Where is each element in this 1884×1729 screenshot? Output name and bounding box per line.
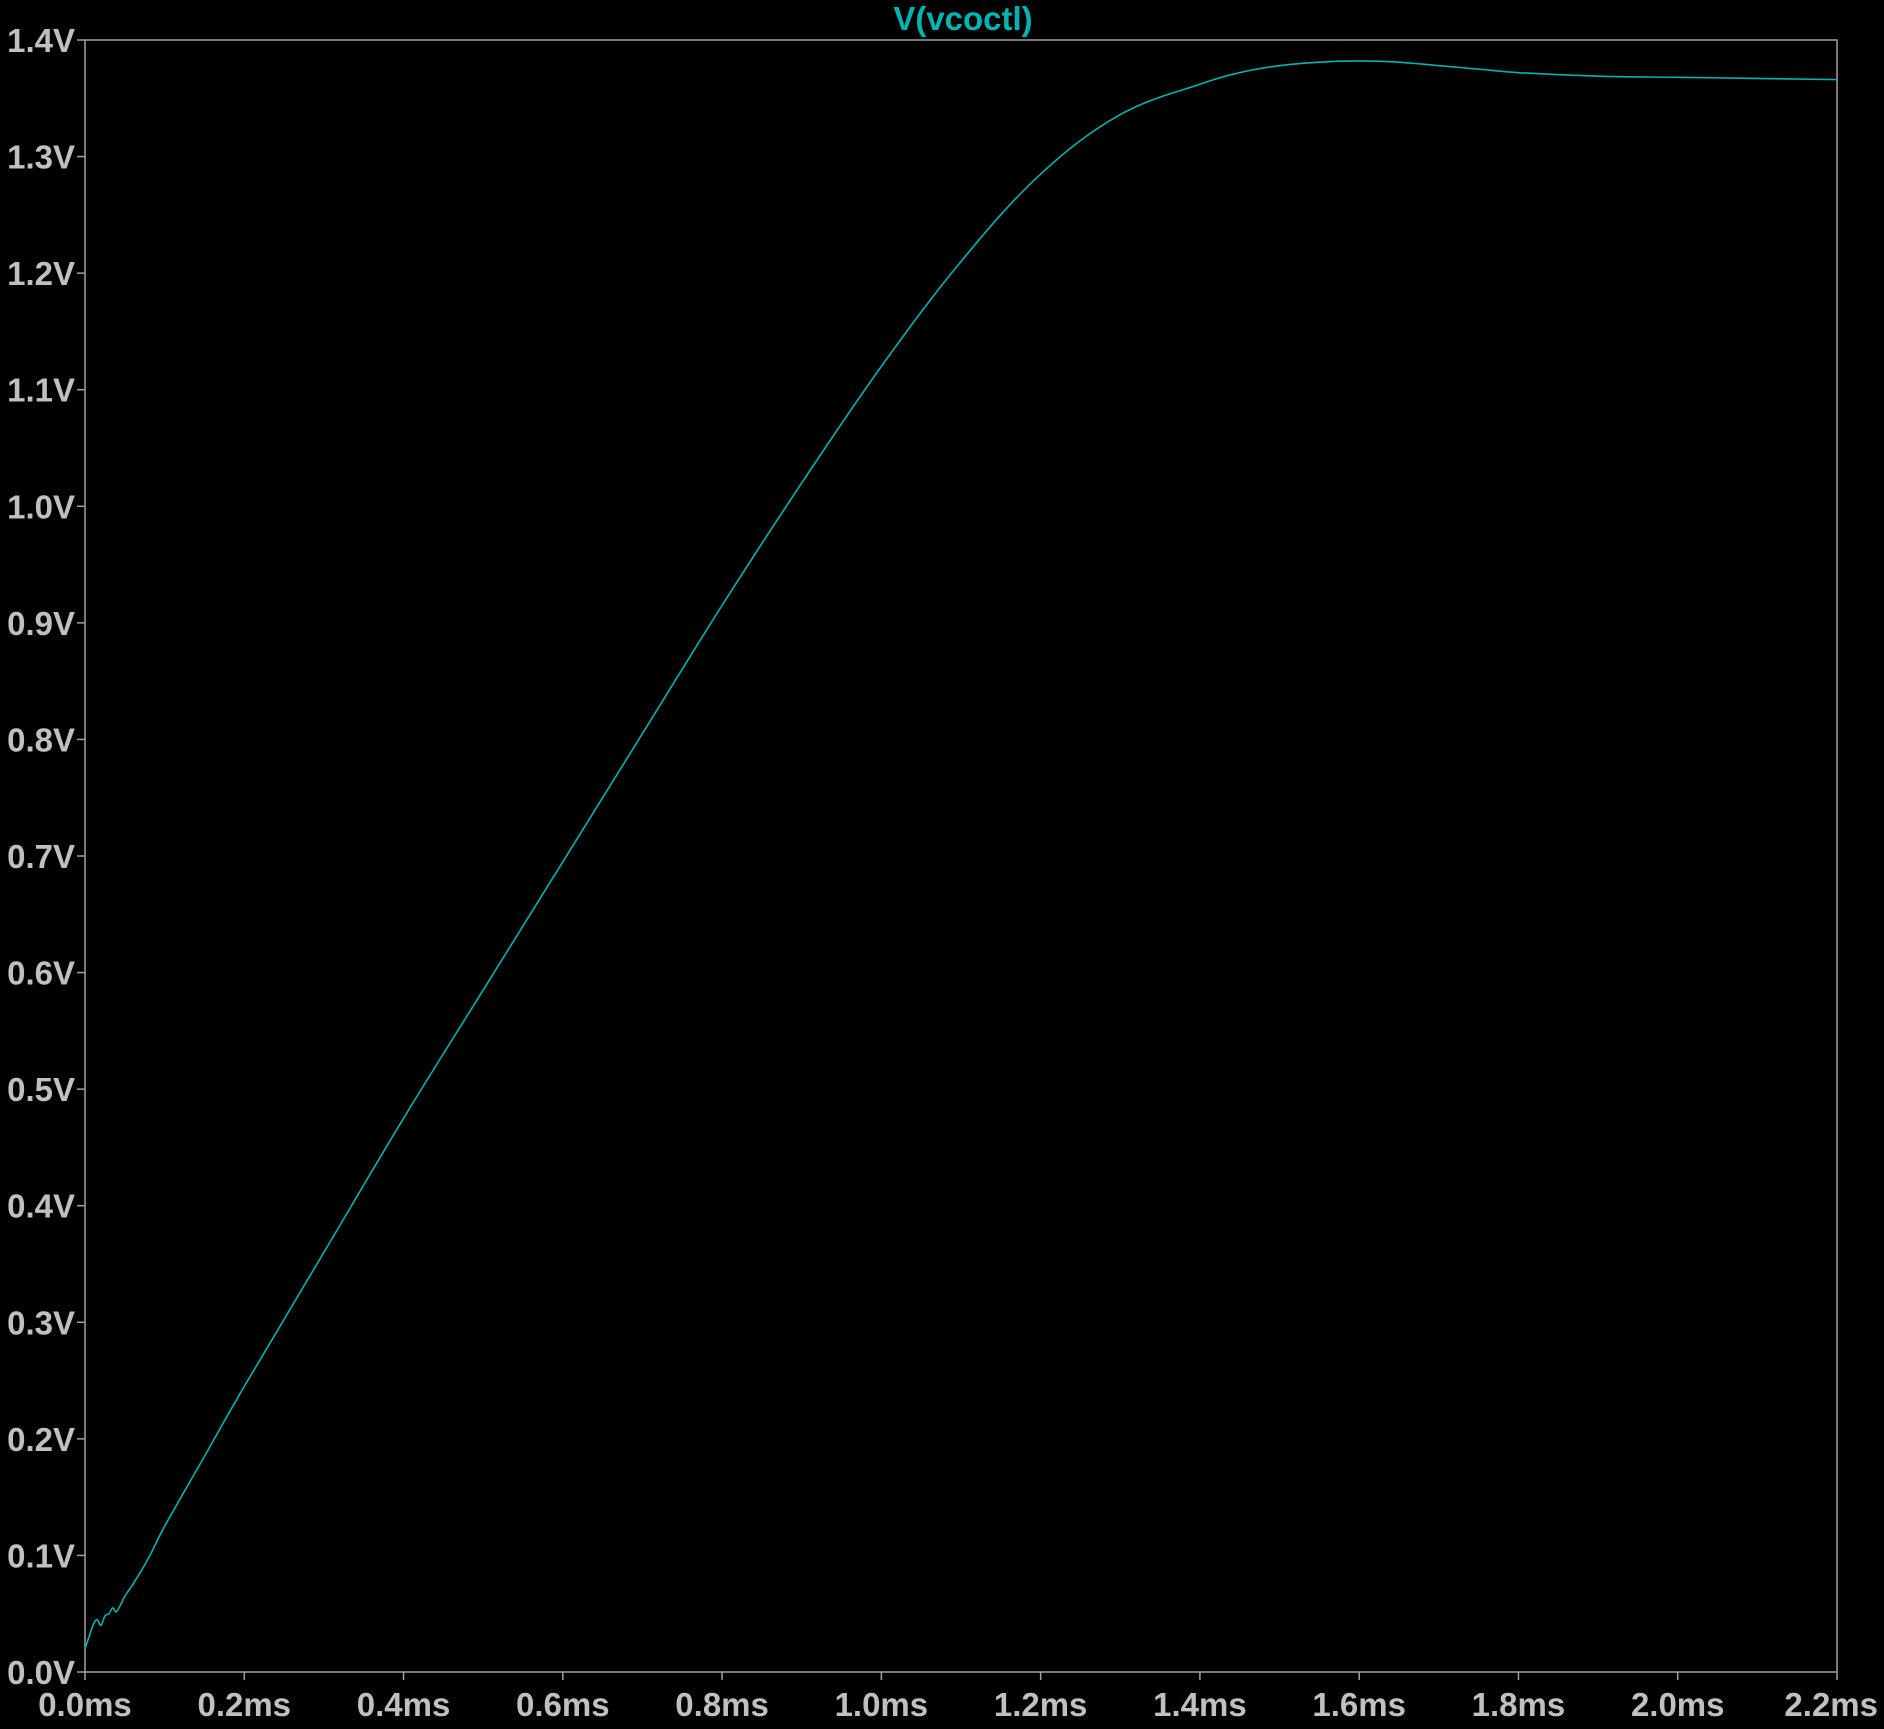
x-tick-label: 0.6ms — [516, 1686, 610, 1723]
series-line-vcoctl — [84, 60, 1838, 1649]
y-tick-label: 0.1V — [7, 1537, 75, 1574]
x-tick-label: 0.0ms — [38, 1686, 132, 1723]
x-tick-label: 0.2ms — [197, 1686, 291, 1723]
y-tick-label: 0.0V — [7, 1654, 75, 1691]
x-tick-label: 1.0ms — [835, 1686, 929, 1723]
y-tick-label: 1.1V — [7, 372, 75, 409]
x-tick-label: 1.2ms — [994, 1686, 1088, 1723]
x-tick-label: 1.8ms — [1472, 1686, 1566, 1723]
y-tick-label: 0.8V — [7, 721, 75, 758]
y-tick-label: 0.7V — [7, 838, 75, 875]
x-tick-label: 0.4ms — [357, 1686, 451, 1723]
y-tick-label: 1.4V — [7, 22, 75, 59]
y-tick-label: 0.4V — [7, 1188, 75, 1225]
series-group — [84, 60, 1838, 1649]
y-tick-label: 1.3V — [7, 139, 75, 176]
x-tick-label: 0.8ms — [675, 1686, 769, 1723]
y-tick-label: 1.2V — [7, 255, 75, 292]
y-tick-label: 0.3V — [7, 1304, 75, 1341]
x-axis-ticks: 0.0ms 0.2ms 0.4ms 0.6ms 0.8ms 1.0ms 1.2ms 1.4ms… — [38, 1672, 1878, 1723]
y-tick-label: 0.2V — [7, 1421, 75, 1458]
x-tick-label: 1.4ms — [1153, 1686, 1247, 1723]
x-tick-label: 1.6ms — [1312, 1686, 1406, 1723]
y-tick-label: 0.5V — [7, 1071, 75, 1108]
y-tick-label: 0.9V — [7, 605, 75, 642]
trace-title[interactable]: V(vcoctl) — [893, 0, 1032, 37]
y-tick-label: 1.0V — [7, 488, 75, 525]
x-tick-label: 2.2ms — [1784, 1686, 1878, 1723]
x-tick-label: 2.0ms — [1631, 1686, 1725, 1723]
y-tick-label: 0.6V — [7, 955, 75, 992]
y-axis-ticks: 0.0V 0.1V 0.2V 0.3V 0.4V 0.5V 0.6V 0.7V 0.8V 0.9V… — [7, 22, 85, 1691]
